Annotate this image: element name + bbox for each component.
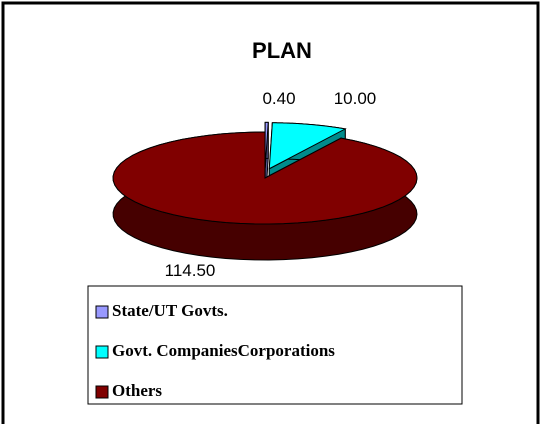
legend-label: Others <box>112 381 162 400</box>
legend-swatch <box>95 345 109 359</box>
legend: State/UT Govts. Govt. CompaniesCorporatio… <box>87 285 463 405</box>
chart-title: PLAN <box>252 38 312 63</box>
slice <box>112 131 418 225</box>
legend-label: Govt. CompaniesCorporations <box>112 341 335 360</box>
slice <box>264 121 269 169</box>
pie <box>112 121 418 261</box>
slice <box>268 122 347 170</box>
data-label: 0.40 <box>262 89 295 108</box>
legend-swatch <box>95 385 109 399</box>
data-label: 10.00 <box>334 89 377 108</box>
legend-box <box>87 285 463 405</box>
data-label: 114.50 <box>165 261 216 280</box>
legend-swatch <box>95 305 109 319</box>
legend-label: State/UT Govts. <box>112 301 228 320</box>
